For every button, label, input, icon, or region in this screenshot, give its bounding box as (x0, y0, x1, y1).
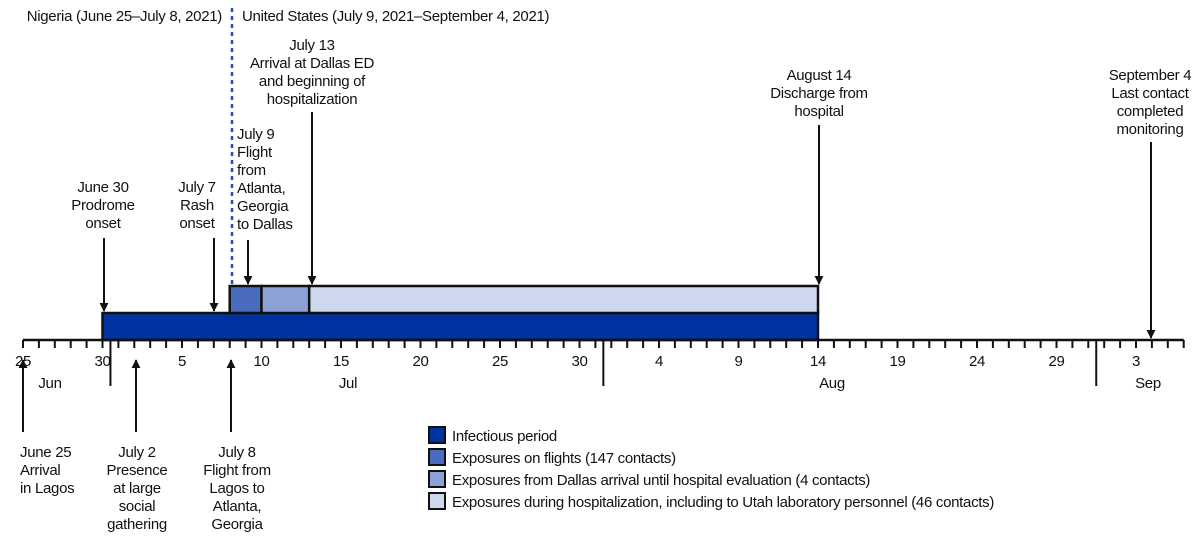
event-label: Georgia (211, 516, 263, 533)
event-label: and beginning of (259, 73, 366, 90)
period-bar-hospital (307, 284, 820, 315)
event-label: gathering (107, 516, 167, 533)
event-label: July 2 (118, 444, 155, 461)
axis-tick-label: 30 (571, 353, 587, 370)
event-label: September 4 (1109, 67, 1192, 84)
event-label: June 30 (77, 179, 128, 196)
event-label: Arrival (20, 462, 60, 479)
event-label: completed (1117, 103, 1184, 120)
event-label: Discharge from (770, 85, 868, 102)
event-label: Presence (107, 462, 168, 479)
period-bar-flights (228, 284, 263, 315)
legend-swatch-hospital (428, 492, 446, 510)
event-label: Atlanta, (237, 180, 285, 197)
event-label: Atlanta, (213, 498, 261, 515)
axis-tick-label: 5 (178, 353, 186, 370)
legend-label-dallas: Exposures from Dallas arrival until hosp… (452, 472, 870, 489)
event-label: onset (179, 215, 215, 232)
month-label: Aug (819, 375, 845, 392)
event-label: Georgia (237, 198, 289, 215)
event-label: Prodrome (71, 197, 134, 214)
event-label: hospital (794, 103, 843, 120)
event-label: onset (85, 215, 121, 232)
axis-tick-label: 4 (655, 353, 663, 370)
event-label: at large (113, 480, 161, 497)
event-label: Flight (237, 144, 273, 161)
axis-tick-label: 15 (333, 353, 349, 370)
event-label: Arrival at Dallas ED (250, 55, 375, 72)
event-label: Last contact (1111, 85, 1189, 102)
axis-tick-label: 3 (1132, 353, 1140, 370)
period-bar-infectious (101, 311, 820, 342)
event-label: to Dallas (237, 216, 293, 233)
event-label: June 25 (20, 444, 71, 461)
axis-tick-label: 10 (253, 353, 269, 370)
event-label: July 13 (289, 37, 334, 54)
legend-swatch-flights (428, 448, 446, 466)
event-label: Lagos to (209, 480, 264, 497)
region-label-united-states: United States (July 9, 2021–September 4,… (242, 8, 550, 25)
event-label: social (119, 498, 156, 515)
event-label: in Lagos (20, 480, 74, 497)
axis-tick-label: 30 (94, 353, 110, 370)
axis-tick-label: 25 (492, 353, 508, 370)
event-label: July 7 (178, 179, 215, 196)
legend-label-infectious: Infectious period (452, 428, 557, 445)
event-label: hospitalization (267, 91, 358, 108)
month-label: Jun (38, 375, 61, 392)
event-label: July 9 (237, 126, 274, 143)
axis-tick-label: 9 (734, 353, 742, 370)
legend-label-flights: Exposures on flights (147 contacts) (452, 450, 676, 467)
legend-label-hospital: Exposures during hospitalization, includ… (452, 494, 994, 511)
axis-tick-label: 20 (412, 353, 428, 370)
month-label: Jul (339, 375, 357, 392)
region-label-nigeria: Nigeria (June 25–July 8, 2021) (27, 8, 223, 25)
event-label: from (237, 162, 266, 179)
event-label: August 14 (787, 67, 852, 84)
event-label: Flight from (203, 462, 271, 479)
axis-tick-label: 24 (969, 353, 985, 370)
axis-tick-label: 14 (810, 353, 826, 370)
period-bar-dallas (260, 284, 311, 315)
legend-swatch-infectious (428, 426, 446, 444)
axis-tick-label: 19 (889, 353, 905, 370)
month-label: Sep (1135, 375, 1161, 392)
legend-swatch-dallas (428, 470, 446, 488)
event-label: Rash (180, 197, 214, 214)
event-label: monitoring (1116, 121, 1183, 138)
axis-tick-label: 29 (1048, 353, 1064, 370)
event-label: July 8 (218, 444, 255, 461)
